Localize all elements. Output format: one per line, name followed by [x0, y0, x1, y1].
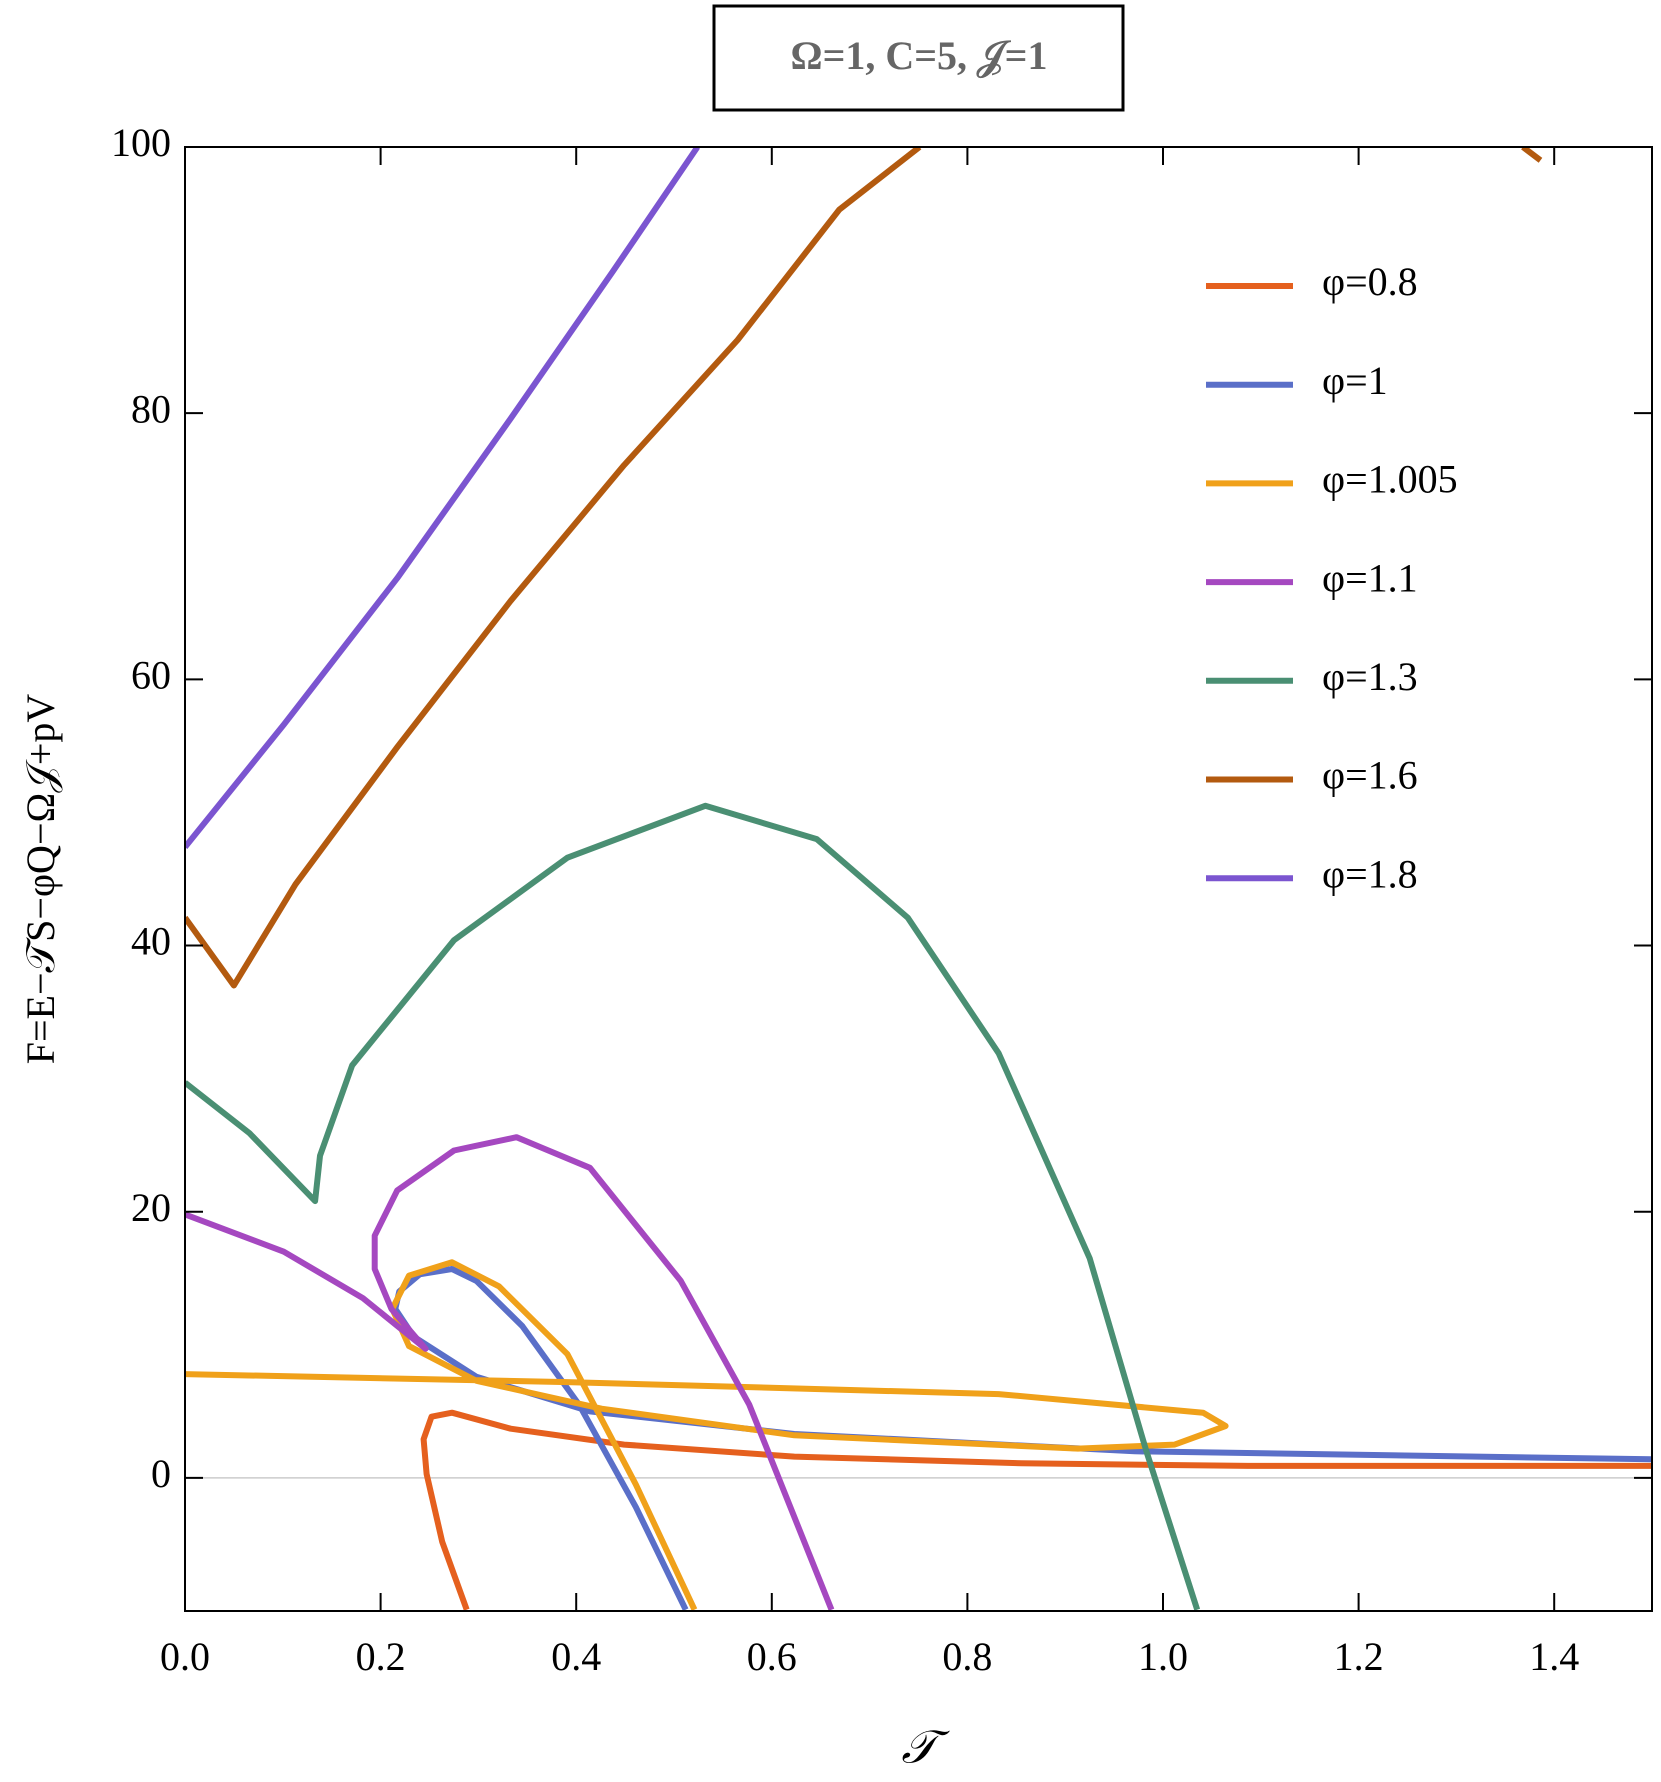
- series-line: [185, 147, 1543, 989]
- y-tick-label: 40: [131, 919, 171, 964]
- legend-label: φ=1.005: [1322, 457, 1458, 502]
- x-tick-label: 1.0: [1138, 1634, 1188, 1679]
- legend-label: φ=0.8: [1322, 259, 1418, 304]
- y-tick-label: 20: [131, 1185, 171, 1230]
- x-axis-label: 𝒯: [901, 1722, 950, 1773]
- series-line: [420, 1409, 1652, 1611]
- series-line: [185, 1134, 835, 1611]
- x-tick-label: 0.2: [356, 1634, 406, 1679]
- x-tick-label: 0.6: [747, 1634, 797, 1679]
- legend: φ=0.8 φ=1 φ=1.005 φ=1.1 φ=1.3 φ=1.6 φ=1.8: [1206, 259, 1458, 896]
- legend-label: φ=1.8: [1322, 851, 1418, 896]
- legend-label: φ=1: [1322, 358, 1388, 403]
- legend-label: φ=1.6: [1322, 753, 1418, 798]
- series-line: [185, 1259, 1229, 1611]
- x-tick-label: 0.4: [551, 1634, 601, 1679]
- series-line: [185, 147, 700, 849]
- y-axis-label: F=E−𝒯S−φQ−Ω𝒥+pV: [18, 694, 63, 1065]
- series-line: [185, 802, 1201, 1611]
- title-box: [712, 4, 1125, 112]
- series-layer: [185, 147, 1652, 1611]
- x-tick-label: 1.4: [1529, 1634, 1579, 1679]
- y-tick-label: 100: [111, 120, 171, 165]
- y-tick-label: 60: [131, 653, 171, 698]
- legend-label: φ=1.1: [1322, 555, 1418, 600]
- legend-label: φ=1.3: [1322, 654, 1418, 699]
- plot-frame: [184, 146, 1653, 1612]
- y-tick-label: 0: [151, 1451, 171, 1496]
- tick-layer: 0.0 0.2 0.4 0.6 0.8 1.0 1.2 1.4 0 20 40 60 80 100: [111, 120, 1652, 1679]
- x-tick-label: 0.8: [942, 1634, 992, 1679]
- x-tick-label: 0.0: [160, 1634, 210, 1679]
- x-tick-label: 1.2: [1334, 1634, 1384, 1679]
- y-tick-label: 80: [131, 386, 171, 431]
- chart-title: Ω=1, C=5, 𝒥=1: [791, 33, 1048, 79]
